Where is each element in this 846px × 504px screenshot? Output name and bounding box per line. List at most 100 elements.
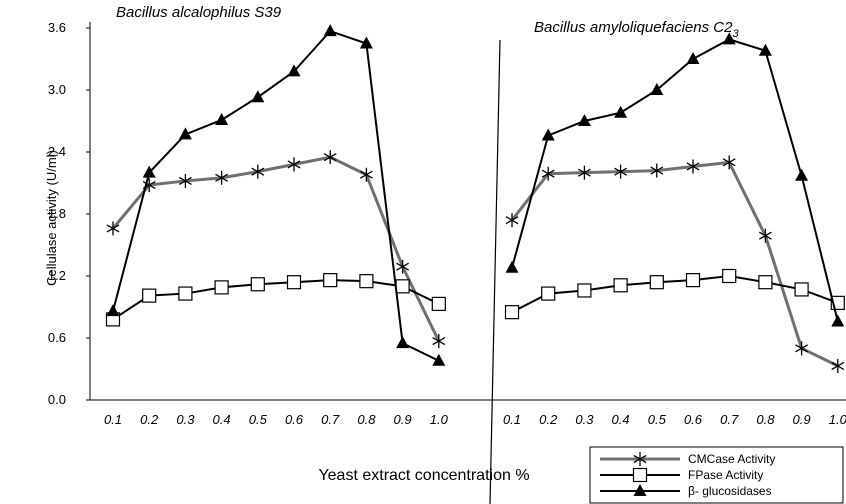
x-tick-label: 0.1	[503, 412, 521, 427]
x-tick-label: 1.0	[430, 412, 449, 427]
series-star-panel-2	[505, 155, 845, 373]
triangle-marker	[577, 114, 591, 126]
triangle-marker	[323, 24, 337, 37]
square-marker	[178, 286, 193, 301]
star-stroke	[178, 176, 192, 185]
square-marker	[577, 283, 592, 298]
star-stroke	[396, 262, 410, 271]
triangle-marker	[178, 127, 192, 140]
star-stroke	[722, 158, 736, 167]
star-stroke	[686, 162, 700, 171]
x-tick-label: 0.8	[756, 412, 775, 427]
series-line	[511, 38, 839, 322]
star-stroke	[650, 166, 664, 175]
star-marker	[215, 170, 229, 185]
triangle-marker	[633, 484, 647, 496]
y-tick-label: 3.0	[48, 82, 66, 97]
star-marker	[396, 259, 410, 274]
x-tick-label: 0.2	[140, 412, 159, 427]
star-stroke	[251, 167, 265, 176]
triangle-marker	[251, 90, 265, 103]
series-triangle-panel-1	[106, 24, 446, 366]
x-tick-label: 0.6	[684, 412, 703, 427]
legend-entry: CMCase Activity	[600, 452, 775, 466]
star-stroke	[758, 231, 772, 240]
square-marker	[214, 280, 229, 295]
star-marker	[577, 165, 591, 180]
star-stroke	[106, 224, 120, 233]
star-marker	[633, 452, 647, 466]
star-marker	[178, 173, 192, 188]
star-marker	[359, 167, 373, 182]
triangle-marker	[686, 52, 700, 64]
star-marker	[106, 221, 120, 236]
triangle-marker	[795, 168, 809, 181]
star-marker	[758, 228, 772, 243]
triangle-marker	[758, 43, 772, 56]
star-marker	[432, 334, 446, 349]
star-stroke	[795, 344, 809, 353]
square-marker	[722, 268, 737, 284]
triangle-marker	[142, 165, 156, 178]
y-tick-label: 1.8	[48, 206, 66, 221]
square-marker	[250, 277, 265, 292]
panel-1-title: Bacillus alcalophilus S39	[116, 4, 282, 21]
star-stroke	[505, 216, 519, 225]
x-tick-label: 0.9	[793, 412, 811, 427]
legend-label: CMCase Activity	[688, 452, 775, 466]
square-marker	[685, 273, 701, 288]
series-square-panel-1	[105, 273, 446, 327]
x-tick-label: 0.4	[612, 412, 630, 427]
y-tick-label: 1.2	[48, 268, 66, 283]
triangle-marker	[432, 353, 446, 366]
panel-2-title-main: Bacillus amyloliquefaciens C2	[534, 19, 733, 36]
x-tick-label: 0.7	[321, 412, 340, 427]
panel-divider	[489, 39, 501, 504]
series-line	[511, 274, 839, 314]
star-stroke	[287, 160, 301, 169]
x-tick-label: 1.0	[829, 412, 846, 427]
triangle-marker	[650, 83, 664, 95]
x-tick-label: 0.3	[575, 412, 594, 427]
square-marker	[504, 305, 520, 320]
star-stroke	[323, 153, 337, 162]
star-stroke	[577, 168, 591, 177]
y-ticks: 0.0 0.6 1.2 1.8 2.4 3.0 3.6	[48, 20, 90, 407]
x-tick-label: 0.5	[249, 412, 268, 427]
series-line	[111, 155, 441, 342]
square-marker	[323, 273, 338, 288]
legend-label: FPase Activity	[688, 468, 763, 482]
triangle-marker	[215, 112, 229, 125]
star-stroke	[541, 169, 555, 178]
triangle-marker	[614, 105, 628, 118]
square-marker	[359, 274, 374, 289]
star-marker	[541, 166, 555, 181]
triangle-marker	[106, 304, 120, 317]
square-marker	[395, 279, 410, 294]
x-tick-label: 0.5	[648, 412, 667, 427]
series-line	[112, 29, 440, 362]
triangle-marker	[505, 260, 519, 273]
square-marker	[632, 467, 648, 483]
square-marker	[613, 278, 628, 293]
square-marker	[286, 275, 302, 290]
star-marker	[795, 341, 809, 356]
star-marker	[323, 150, 337, 165]
x-tick-label: 0.2	[539, 412, 558, 427]
series-line	[112, 279, 440, 321]
star-marker	[686, 159, 700, 174]
square-marker	[142, 288, 157, 303]
square-marker	[794, 282, 809, 297]
triangle-marker	[359, 36, 373, 49]
series-square-panel-2	[504, 268, 845, 320]
star-marker	[287, 157, 301, 172]
square-marker	[649, 275, 664, 290]
y-axis-label: Cellulase activity (U/ml)	[44, 150, 59, 286]
series-line	[510, 160, 839, 368]
star-marker	[831, 358, 845, 373]
triangle-marker	[287, 64, 301, 77]
square-marker	[431, 296, 446, 311]
square-marker	[758, 275, 773, 290]
star-stroke	[359, 170, 373, 179]
